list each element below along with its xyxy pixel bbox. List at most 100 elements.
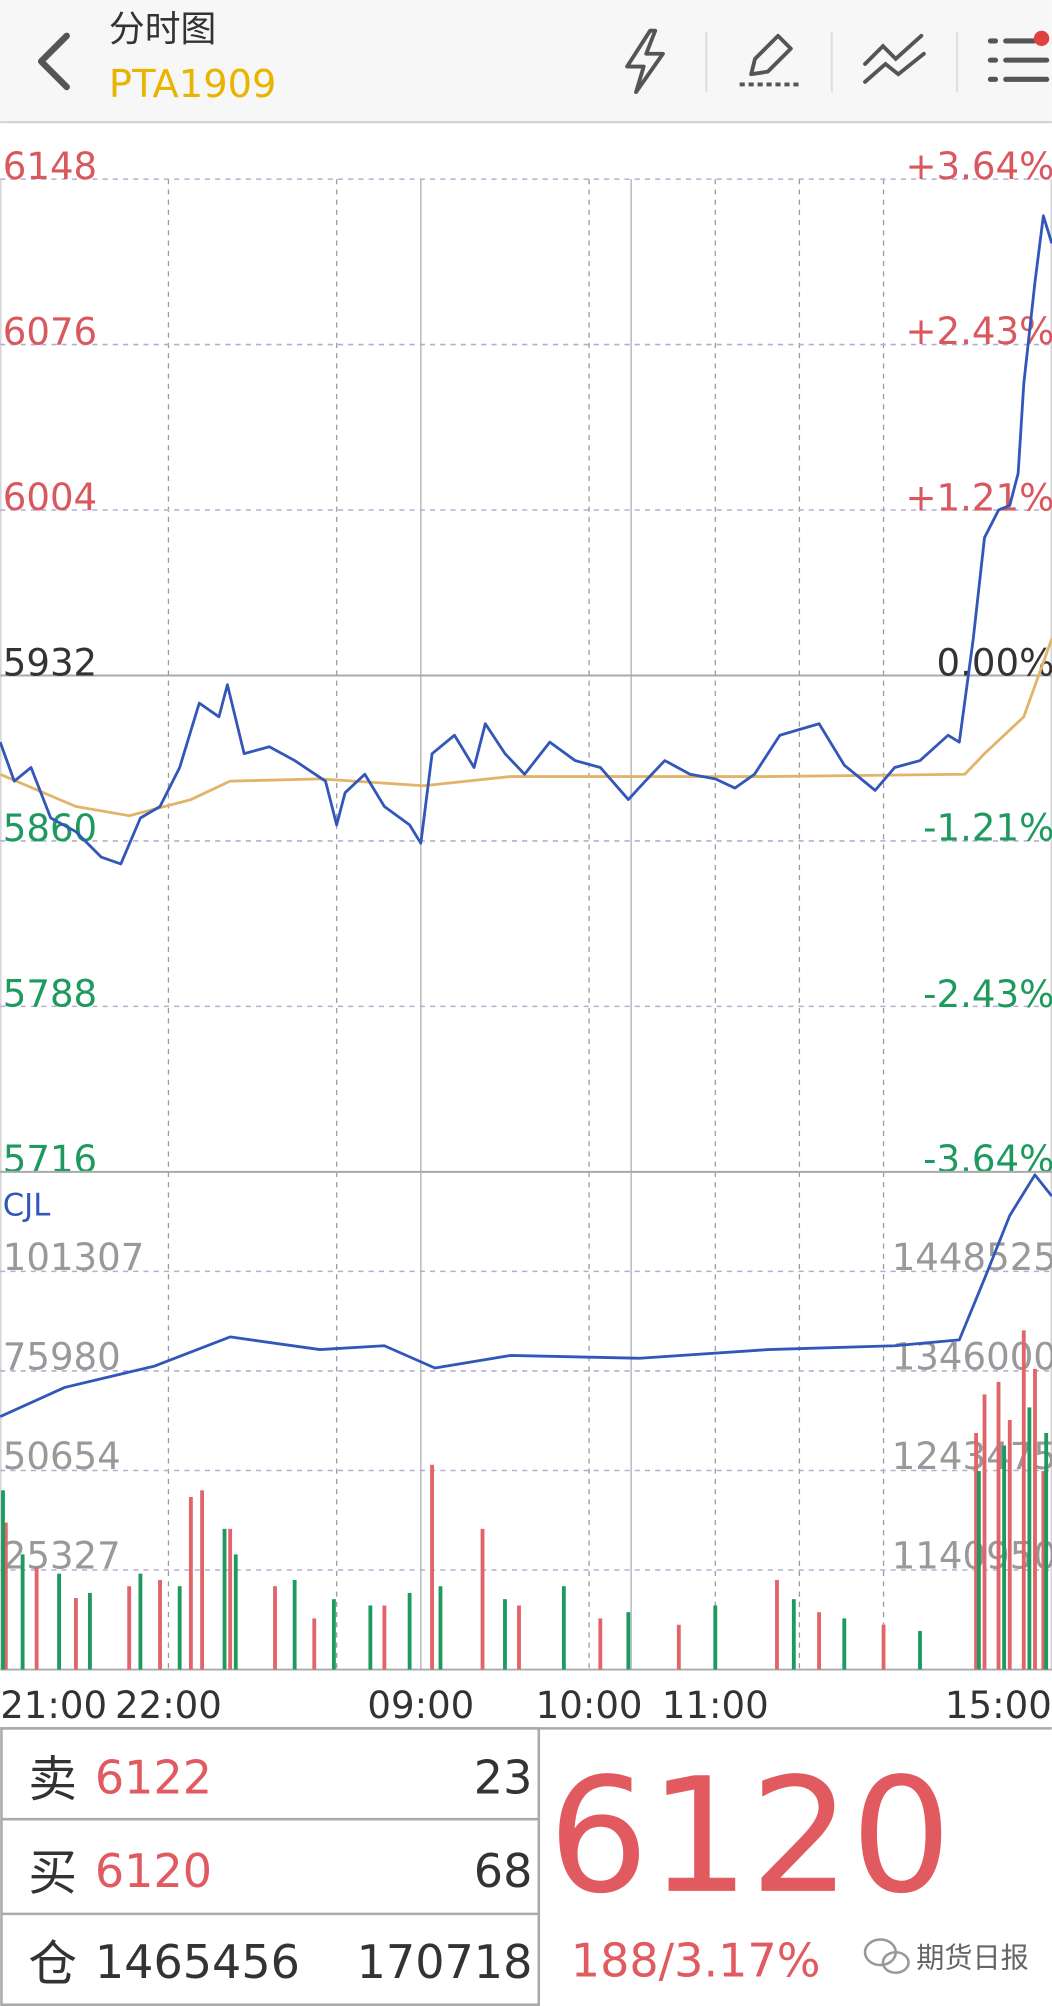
notification-dot [1033, 30, 1050, 47]
ask-volume: 23 [474, 1751, 533, 1805]
volume-bar [517, 1605, 521, 1670]
average-price-line [0, 638, 1052, 818]
volume-bar [127, 1586, 132, 1670]
ask-price: 6122 [95, 1751, 212, 1805]
volume-bar [1044, 1432, 1049, 1670]
volume-bar [503, 1599, 507, 1670]
indicator-icon [863, 33, 924, 66]
volume-bar [20, 1554, 25, 1670]
open-interest-tick-label: 1346000 [892, 1336, 1052, 1379]
volume-bar [974, 1432, 979, 1670]
volume-bar [273, 1586, 277, 1670]
price-tick-label: 6004 [3, 476, 97, 519]
volume-bar [676, 1624, 681, 1670]
volume-bar [1002, 1445, 1007, 1670]
percent-tick-label: 0.00% [937, 641, 1052, 684]
price-tick-label: 6148 [3, 145, 97, 188]
volume-bar [1021, 1330, 1026, 1670]
volume-bar [382, 1605, 387, 1670]
draw-button[interactable] [739, 33, 800, 87]
charts: 5716578858605932600460766148-3.64%-2.43%… [0, 145, 1052, 1727]
volume-bar [626, 1612, 631, 1670]
flash-icon [625, 28, 665, 95]
volume-bar [3, 1522, 8, 1670]
volume-bar [1, 1490, 5, 1670]
price-tick-label: 5716 [3, 1138, 97, 1181]
volume-tick-label: 101307 [3, 1236, 145, 1279]
volume-bar [918, 1631, 922, 1670]
flash-button[interactable] [625, 28, 665, 95]
price-line [0, 214, 1052, 866]
volume-bar [138, 1573, 143, 1670]
volume-bar [817, 1612, 821, 1670]
volume-bar [713, 1605, 718, 1670]
open-interest-tick-label: 1448525 [892, 1236, 1052, 1279]
percent-tick-label: -2.43% [923, 973, 1052, 1016]
volume-bar [312, 1618, 317, 1670]
indicator-label: CJL [3, 1188, 51, 1223]
volume-tick-label: 75980 [3, 1336, 121, 1379]
bid-price: 6120 [95, 1844, 212, 1898]
percent-tick-label: -1.21% [923, 806, 1052, 849]
watermark: 期货日报 [916, 1942, 1029, 1975]
volume-bar [1007, 1419, 1012, 1670]
volume-bar [598, 1618, 603, 1670]
volume-bar [1027, 1407, 1032, 1670]
volume-bar [982, 1394, 987, 1670]
volume-bar [73, 1598, 78, 1670]
volume-bar [1033, 1368, 1037, 1670]
watermark-icon [863, 1938, 910, 1975]
volume-bar [158, 1579, 162, 1670]
time-tick-label: 10:00 [536, 1684, 643, 1727]
percent-tick-label: +3.64% [905, 145, 1052, 188]
volume-bar [188, 1497, 193, 1670]
volume-bar [976, 1471, 981, 1670]
volume-bar [228, 1528, 233, 1670]
volume-bar [331, 1599, 336, 1670]
back-button[interactable] [37, 32, 70, 91]
volume-bar [57, 1573, 62, 1670]
volume-bar [430, 1464, 434, 1670]
volume-bar [996, 1381, 1001, 1670]
volume-tick-label: 25327 [3, 1535, 121, 1578]
position-label: 仓 [28, 1936, 77, 1992]
volume-bar [561, 1586, 566, 1670]
menu-button[interactable] [987, 30, 1050, 82]
bid-volume: 68 [474, 1844, 533, 1898]
volume-bar [407, 1592, 412, 1670]
volume-bar [233, 1554, 238, 1670]
page-title: 分时图 [109, 9, 216, 50]
volume-bar [480, 1528, 485, 1670]
quote-panel: 卖 6122 23 买 6120 68 仓 1465456 170718 612… [0, 1727, 1052, 2006]
price-tick-label: 5788 [3, 972, 97, 1015]
time-tick-label: 11:00 [662, 1684, 769, 1727]
header-bar [0, 0, 1052, 122]
time-tick-label: 09:00 [367, 1684, 474, 1727]
volume-tick-label: 50654 [3, 1435, 121, 1478]
time-tick-label: 22:00 [115, 1684, 222, 1727]
price-tick-label: 6076 [3, 311, 97, 354]
watermark-bubble [881, 1950, 910, 1975]
price-change: 188/3.17% [571, 1934, 821, 1988]
percent-tick-label: +1.21% [905, 476, 1052, 519]
pen-icon [749, 33, 793, 77]
last-price: 6120 [548, 1745, 952, 1929]
indicator-button[interactable] [863, 33, 926, 84]
open-interest-line [0, 1173, 1052, 1418]
volume-bar [200, 1490, 205, 1670]
indicator-icon [863, 51, 926, 84]
volume-bar [842, 1618, 847, 1670]
volume-bar [368, 1605, 373, 1670]
open-interest-change: 170718 [357, 1935, 533, 1989]
bid-label: 买 [28, 1846, 77, 1902]
volume-bar [88, 1592, 92, 1670]
volume-bar [34, 1567, 39, 1670]
time-tick-label: 21:00 [0, 1684, 107, 1727]
price-tick-label: 5932 [3, 641, 97, 684]
volume-bar [791, 1599, 796, 1670]
percent-tick-label: -3.64% [923, 1138, 1052, 1181]
volume-bar [438, 1586, 443, 1670]
